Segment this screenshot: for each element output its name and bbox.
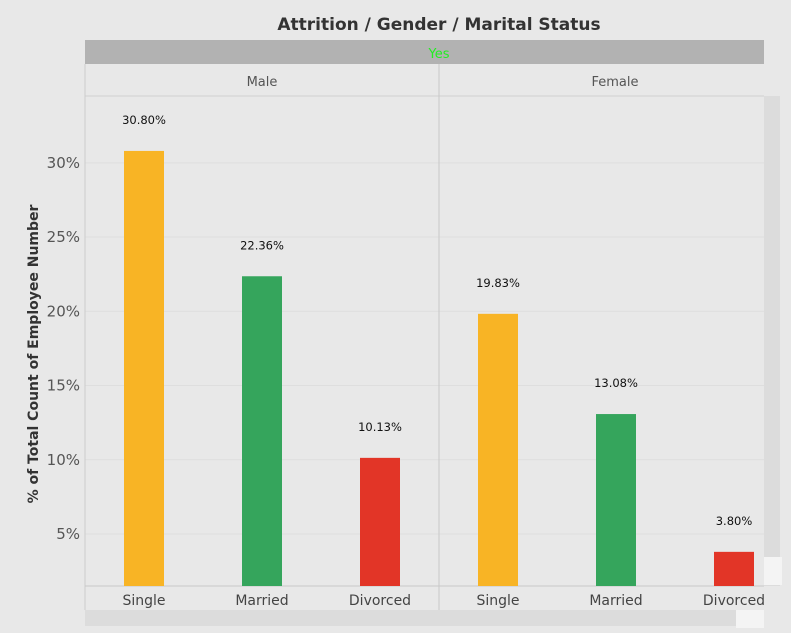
vertical-scrollbar-thumb[interactable] [764, 557, 782, 585]
column-header-bar [85, 40, 764, 64]
data-label-male-single: 30.80% [122, 113, 166, 127]
y-tick-label: 10% [47, 451, 80, 469]
data-label-female-married: 13.08% [594, 376, 638, 390]
y-ticks: 5% 10% 15% 20% 25% 30% [47, 154, 80, 543]
panel-header-female: Female [591, 75, 638, 90]
bar-female-married [596, 414, 636, 586]
category-label-married: Married [235, 593, 288, 609]
data-label-female-divorced: 3.80% [716, 514, 753, 528]
category-label-divorced: Divorced [703, 593, 765, 609]
horizontal-scrollbar-thumb[interactable] [736, 610, 764, 628]
data-labels: 30.80% 22.36% 10.13% 19.83% 13.08% 3.80% [122, 113, 752, 528]
bar-male-single [124, 150, 164, 586]
bar-male-married [242, 276, 282, 586]
y-tick-label: 30% [47, 154, 80, 172]
horizontal-scrollbar-track[interactable] [85, 610, 764, 626]
bar-female-divorced [714, 551, 754, 586]
bars [124, 150, 754, 586]
panel-header-male: Male [247, 75, 278, 90]
data-label-female-single: 19.83% [476, 276, 520, 290]
category-labels: Single Married Divorced Single Married Divorc… [122, 593, 765, 609]
bar-female-single [478, 313, 518, 586]
gridlines [85, 162, 764, 535]
category-label-divorced: Divorced [349, 593, 411, 609]
bar-male-divorced [360, 457, 400, 586]
column-header-label: Yes [428, 47, 450, 62]
chart-title: Attrition / Gender / Marital Status [277, 15, 600, 35]
y-axis-label: % of Total Count of Employee Number [26, 204, 42, 503]
category-label-single: Single [122, 593, 165, 609]
y-tick-label: 15% [47, 377, 80, 395]
y-tick-label: 20% [47, 302, 80, 320]
y-tick-label: 5% [56, 525, 80, 543]
data-label-male-married: 22.36% [240, 238, 284, 252]
category-label-single: Single [476, 593, 519, 609]
data-label-male-divorced: 10.13% [358, 420, 402, 434]
category-label-married: Married [589, 593, 642, 609]
y-tick-label: 25% [47, 228, 80, 246]
vertical-scrollbar-track[interactable] [764, 96, 780, 586]
